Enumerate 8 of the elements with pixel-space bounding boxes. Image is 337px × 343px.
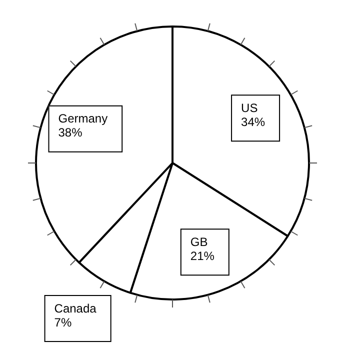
slice-label: Canada bbox=[54, 301, 97, 316]
slice-label: Germany bbox=[58, 112, 108, 126]
data-label: 34% bbox=[241, 114, 266, 129]
slice-label: GB bbox=[190, 234, 208, 249]
data-label: 7% bbox=[54, 315, 72, 330]
slice-label: US bbox=[241, 100, 258, 115]
data-label: 38% bbox=[58, 126, 83, 140]
data-label: 21% bbox=[190, 248, 215, 263]
